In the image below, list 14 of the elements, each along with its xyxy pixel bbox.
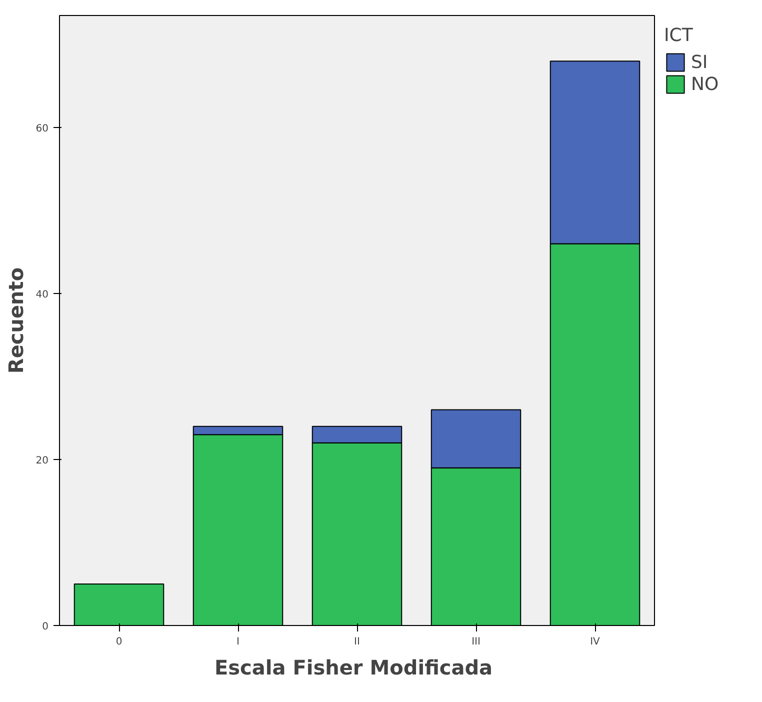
y-tick-label: 60 (36, 124, 49, 135)
y-tick-label: 0 (42, 622, 49, 632)
legend-label: NO (691, 74, 719, 94)
x-tick-label: 0 (116, 636, 122, 648)
y-tick-label: 40 (36, 290, 49, 301)
y-axis-title: Recuento (4, 267, 28, 374)
x-tick-label: IV (590, 636, 600, 648)
x-tick-label: III (472, 636, 480, 648)
legend-title: ICT (664, 25, 694, 46)
legend-label: SI (691, 52, 709, 72)
x-tick-label: I (236, 636, 240, 648)
x-tick-label: II (354, 636, 360, 648)
y-tick-label: 20 (36, 456, 49, 467)
x-axis-title: Escala Fisher Modificada (214, 656, 493, 680)
